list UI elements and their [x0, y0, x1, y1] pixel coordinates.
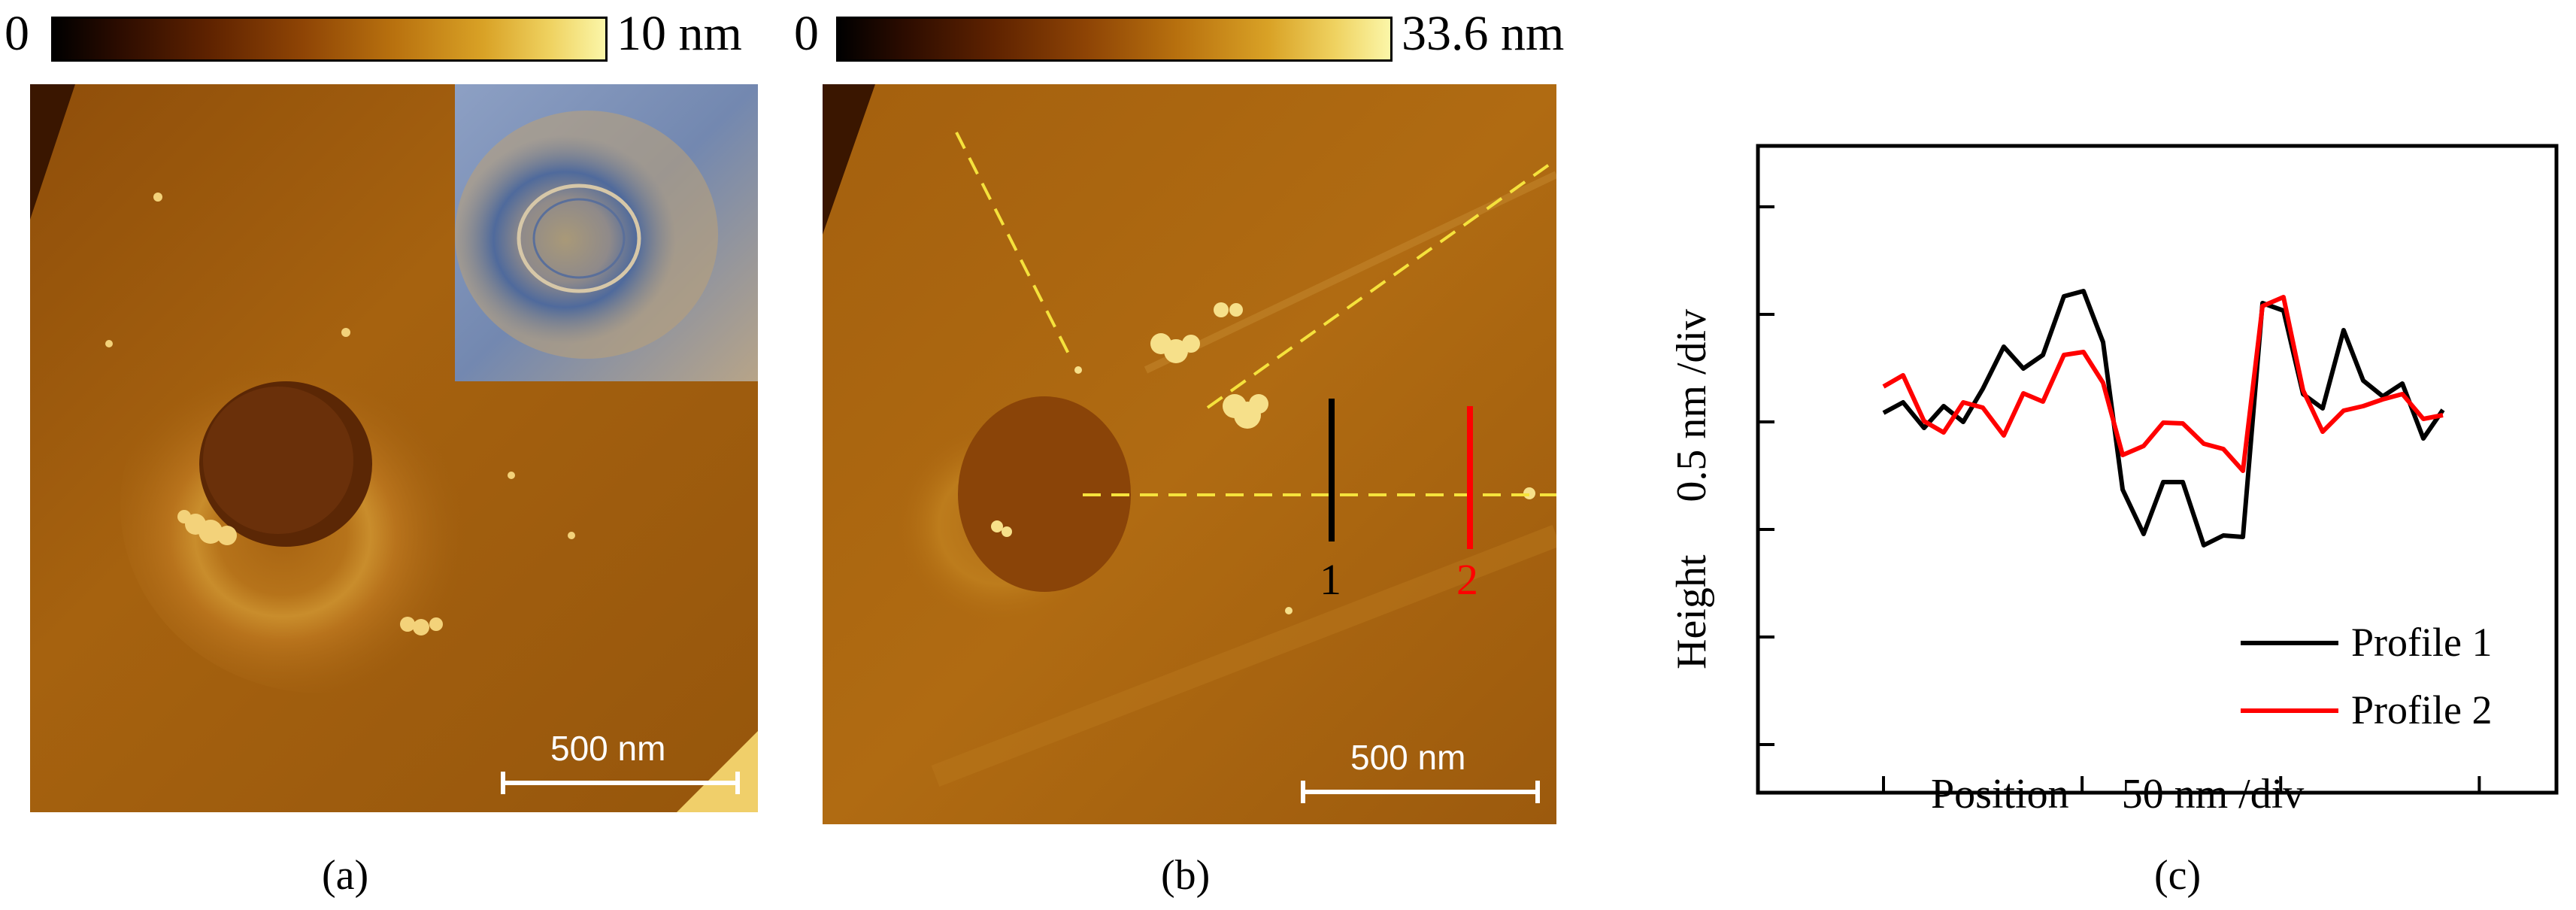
scale-bar-b-label: 500 nm — [1350, 738, 1466, 777]
scale-bar-b-tick-right — [1535, 781, 1540, 803]
colorbar-b-max-label: 33.6 nm — [1402, 6, 1565, 61]
legend-label-profile-2: Profile 2 — [2351, 687, 2492, 733]
profile-chart: Profile 1 Profile 2 Position 50 nm /div … — [1639, 113, 2576, 835]
colorbar-b — [836, 17, 1393, 62]
scale-bar-b — [1301, 790, 1540, 794]
caption-a: (a) — [322, 852, 369, 899]
colorbar-a — [51, 17, 608, 62]
profile-marker-2-label: 2 — [1456, 555, 1478, 604]
afm-image-a — [30, 84, 758, 812]
colorbar-b-min-label: 0 — [794, 6, 819, 61]
scale-bar-a — [501, 781, 740, 785]
x-axis-label: Position 50 nm /div — [1931, 771, 2304, 817]
caption-b: (b) — [1161, 852, 1211, 899]
plot-frame — [1756, 144, 2559, 795]
scale-bar-a-tick-right — [735, 772, 740, 794]
y-axis-label: Height 0.5 nm /div — [1668, 309, 1715, 669]
profile-marker-2 — [1467, 406, 1473, 549]
scale-bar-b-tick-left — [1301, 781, 1305, 803]
legend-label-profile-1: Profile 1 — [2351, 620, 2492, 665]
colorbar-a-min-label: 0 — [5, 6, 29, 61]
colorbar-a-max-label: 10 nm — [617, 6, 742, 61]
scale-bar-a-tick-left — [501, 772, 505, 794]
profile-marker-1 — [1329, 399, 1335, 541]
caption-c: (c) — [2154, 852, 2202, 899]
scale-bar-a-label: 500 nm — [550, 729, 666, 768]
series-line-profile-1 — [1882, 289, 2445, 548]
series-line-profile-2 — [1882, 295, 2444, 473]
afm-image-b — [823, 84, 1556, 824]
profile-chart-svg: Profile 1 Profile 2 Position 50 nm /div … — [1668, 144, 2559, 817]
profile-marker-1-label: 1 — [1320, 555, 1341, 604]
